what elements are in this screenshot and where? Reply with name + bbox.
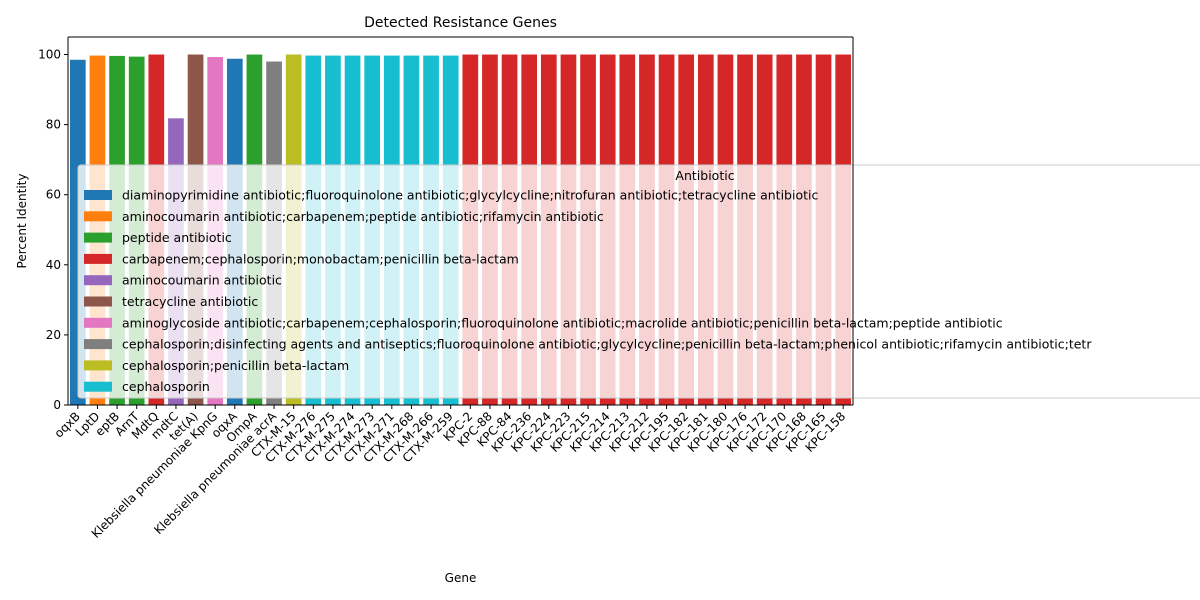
legend-entry-label: aminocoumarin antibiotic;carbapenem;pept…	[122, 209, 604, 224]
legend-swatch	[84, 211, 112, 222]
legend-swatch	[84, 275, 112, 286]
legend-entry-label: diaminopyrimidine antibiotic;fluoroquino…	[122, 188, 818, 203]
legend-title: Antibiotic	[675, 168, 734, 183]
legend-swatch	[84, 232, 112, 243]
y-axis-ticks: 0 20 40 60 80 100	[38, 48, 68, 412]
legend-entry-label: aminocoumarin antibiotic	[122, 273, 282, 288]
legend-frame	[77, 164, 1200, 399]
legend-swatch	[84, 296, 112, 307]
axes	[67, 36, 854, 406]
legend-entry-label: cephalosporin;penicillin beta-lactam	[122, 358, 349, 373]
y-tick-label: 20	[46, 328, 61, 342]
legend-swatch	[84, 253, 112, 264]
legend-swatch	[84, 317, 112, 328]
y-tick-label: 0	[53, 398, 61, 412]
y-tick-label: 100	[38, 48, 61, 62]
x-axis-title: Gene	[445, 571, 477, 585]
legend-entry-label: peptide antibiotic	[122, 230, 232, 245]
legend: Antibiotic diaminopyrimidine antibiotic;f…	[77, 164, 1200, 399]
legend-swatch	[84, 190, 112, 200]
y-tick-label: 80	[46, 118, 61, 132]
chart-title: Detected Resistance Genes	[364, 15, 557, 31]
legend-swatch	[84, 381, 112, 392]
legend-entry-label: cephalosporin;disinfecting agents and an…	[122, 337, 1092, 352]
legend-entry-label: cephalosporin	[122, 379, 210, 394]
legend-entry-label: carbapenem;cephalosporin;monobactam;peni…	[122, 251, 519, 266]
legend-swatch	[84, 339, 112, 350]
y-tick-label: 40	[46, 258, 61, 272]
legend-entry-label: tetracycline antibiotic	[122, 294, 258, 309]
legend-swatch	[84, 360, 112, 371]
legend-entry-label: aminoglycoside antibiotic;carbapenem;cep…	[122, 315, 1003, 330]
y-tick-label: 60	[46, 188, 61, 202]
y-axis-title: Percent Identity	[15, 174, 29, 269]
